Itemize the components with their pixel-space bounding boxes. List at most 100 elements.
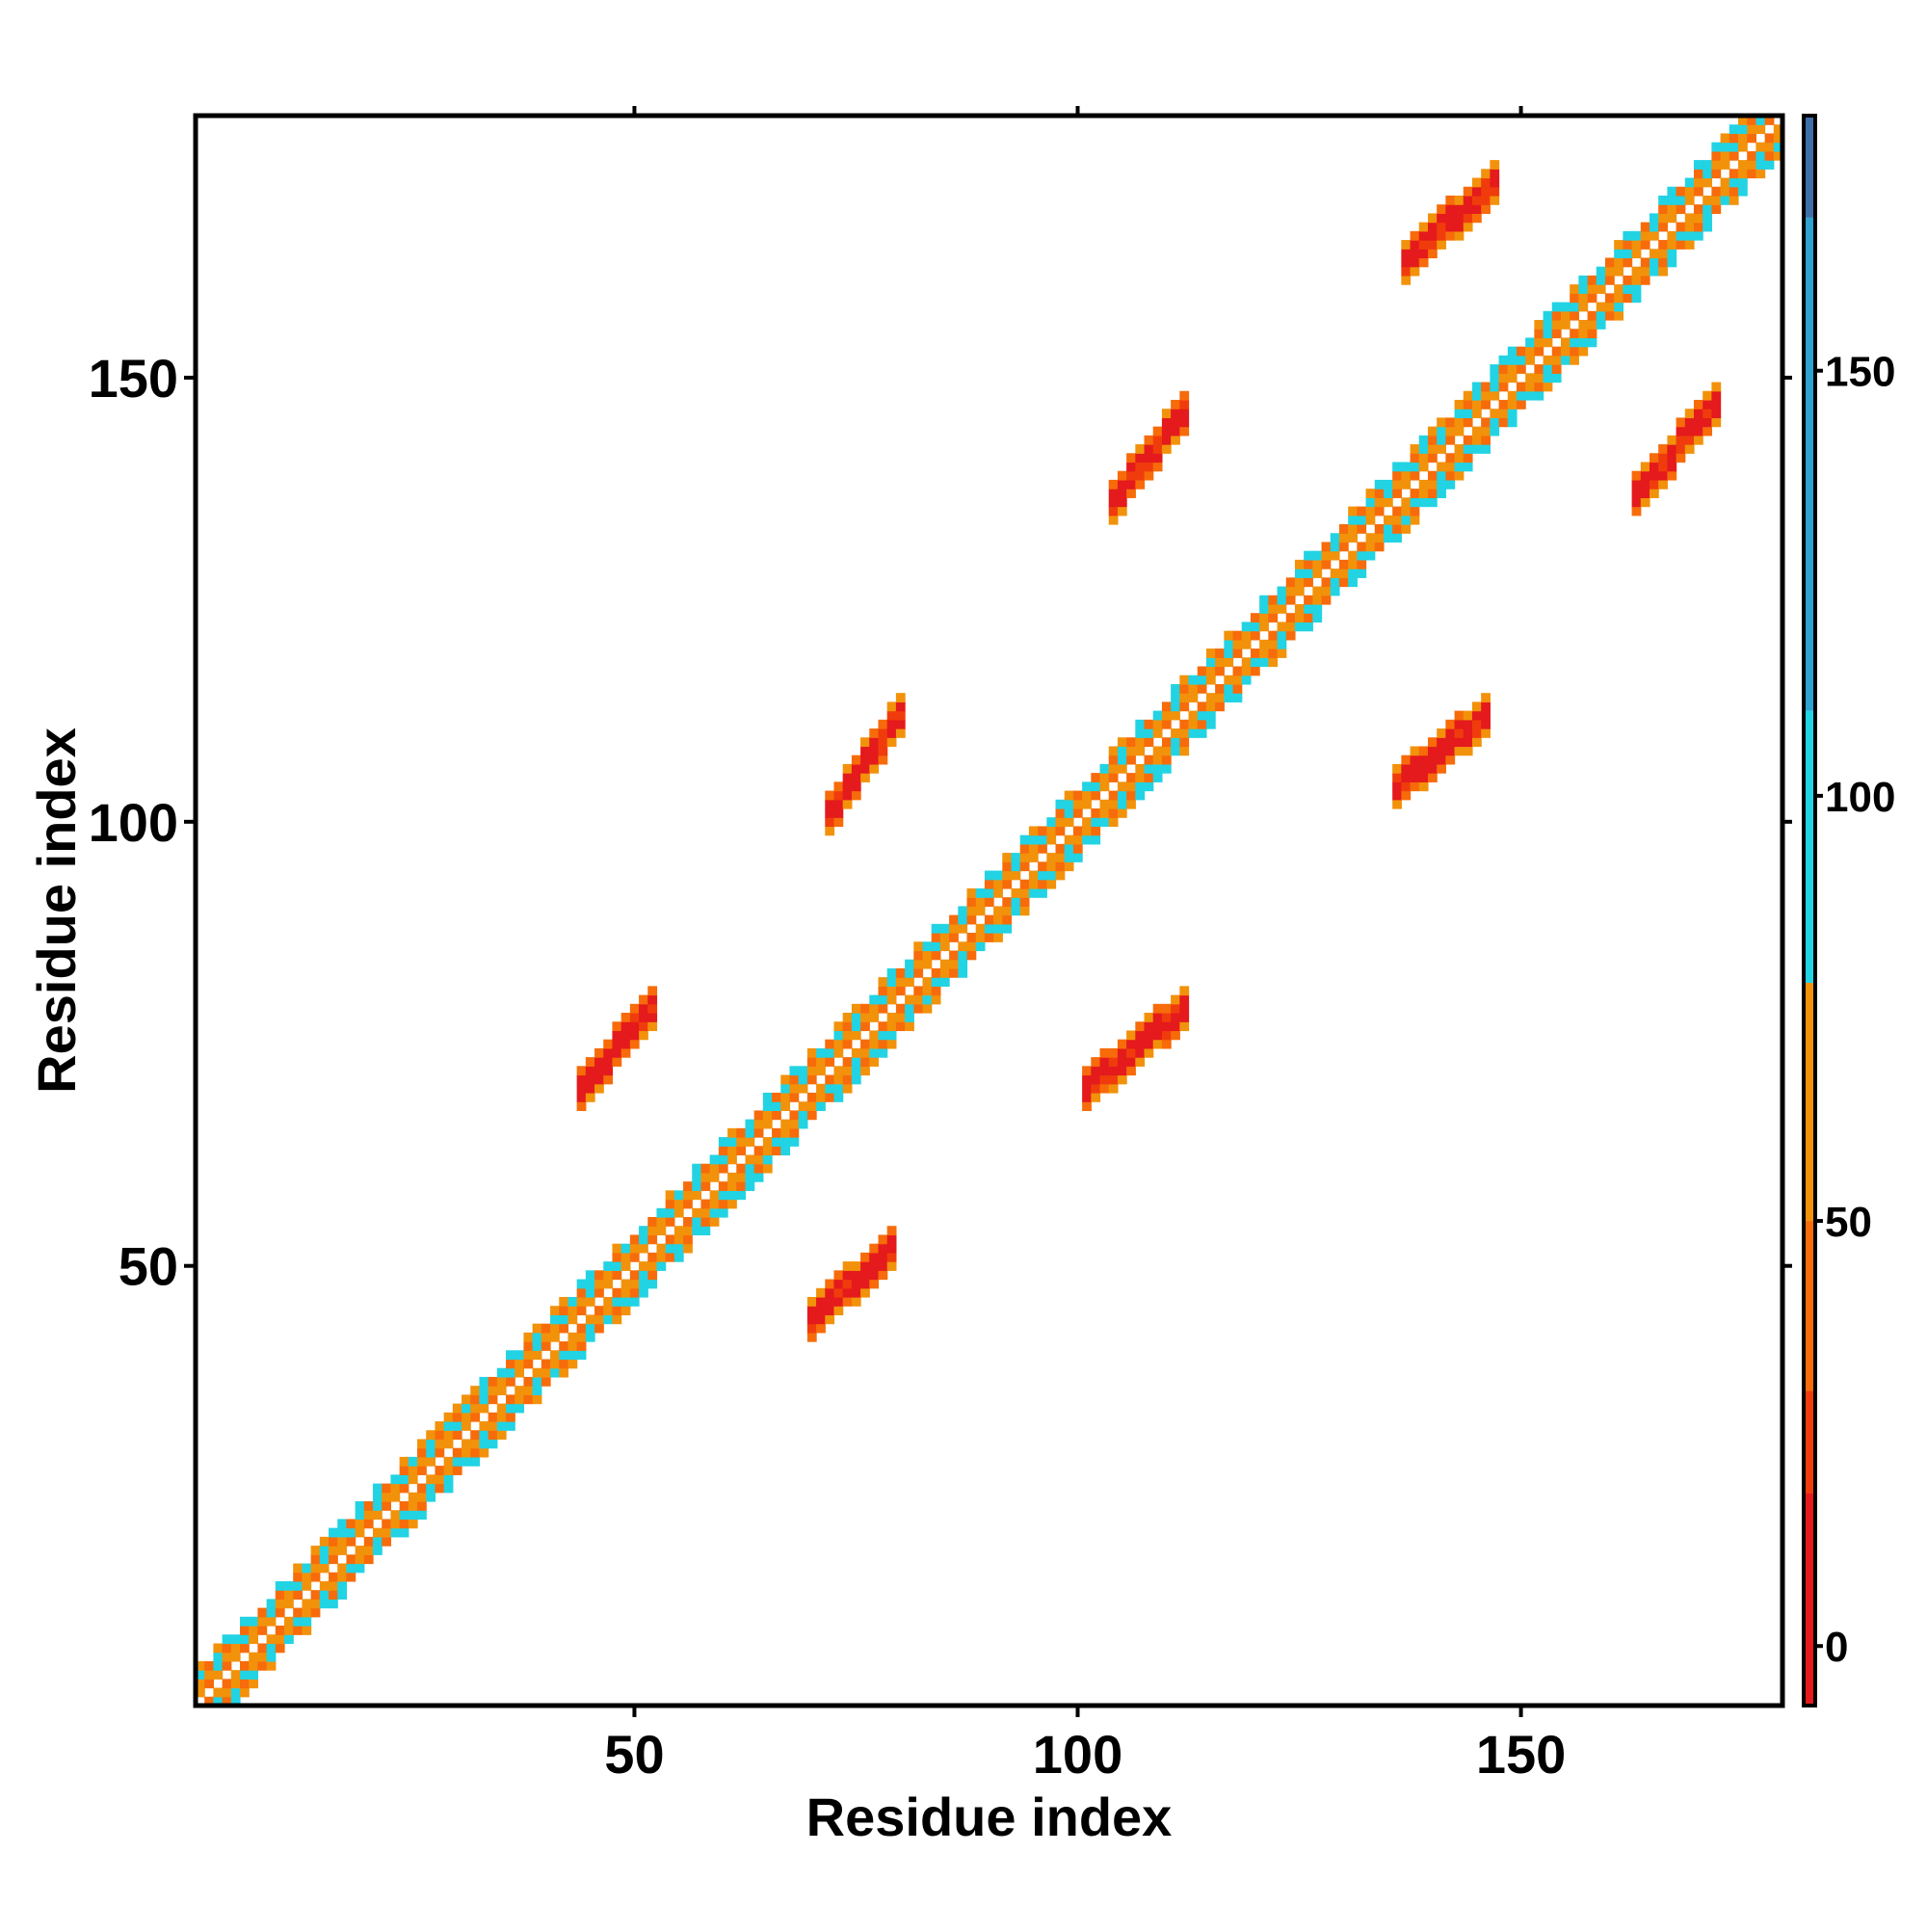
heatmap-cell: [1684, 222, 1695, 232]
heatmap-cell: [1108, 773, 1119, 782]
heatmap-cell: [1445, 435, 1456, 445]
heatmap-cell: [1729, 142, 1739, 152]
heatmap-cell: [1348, 569, 1358, 578]
heatmap-cell: [1614, 293, 1623, 304]
heatmap-cell: [1348, 533, 1358, 543]
heatmap-cell: [1126, 1039, 1136, 1049]
heatmap-cell: [1418, 781, 1429, 792]
heatmap-cell: [860, 737, 870, 748]
heatmap-cell: [905, 967, 914, 978]
heatmap-cell: [1241, 675, 1252, 685]
heatmap-cell: [1481, 399, 1491, 410]
heatmap-cell: [337, 1590, 348, 1600]
heatmap-cell: [736, 1190, 747, 1201]
heatmap-cell: [1091, 781, 1101, 792]
heatmap-cell: [1179, 737, 1190, 748]
y-axis-label: Residue index: [26, 728, 87, 1094]
heatmap-cell: [1693, 230, 1703, 241]
heatmap-cell: [1560, 310, 1571, 321]
heatmap-cell: [1082, 834, 1092, 845]
heatmap-cell: [780, 1074, 791, 1085]
heatmap-cell: [594, 1323, 604, 1334]
heatmap-cell: [851, 763, 861, 774]
heatmap-cell: [1152, 746, 1163, 756]
heatmap-cell: [1623, 257, 1633, 268]
heatmap-cell: [709, 1217, 720, 1227]
heatmap-cell: [1259, 595, 1269, 605]
heatmap-cell: [1161, 710, 1172, 721]
heatmap-cell: [1019, 879, 1030, 889]
heatmap-cell: [1099, 1047, 1110, 1058]
heatmap-cell: [1285, 630, 1296, 641]
heatmap-cell: [860, 754, 870, 765]
heatmap-cell: [886, 719, 897, 729]
heatmap-cell: [878, 1270, 888, 1281]
heatmap-cell: [1410, 257, 1420, 268]
heatmap-cell: [1091, 817, 1101, 828]
heatmap-cell: [329, 1599, 338, 1609]
heatmap-cell: [443, 1412, 454, 1422]
heatmap-cell: [1614, 240, 1623, 250]
heatmap-cell: [1126, 1047, 1136, 1058]
heatmap-cell: [1224, 648, 1234, 658]
heatmap-cell: [1108, 1057, 1119, 1067]
heatmap-cell: [310, 1563, 321, 1574]
heatmap-cell: [1703, 169, 1712, 179]
heatmap-cell: [1338, 559, 1349, 569]
heatmap-cell: [1082, 1074, 1092, 1085]
heatmap-cell: [196, 1679, 205, 1689]
heatmap-cell: [895, 1003, 906, 1014]
heatmap-cell: [629, 1013, 640, 1022]
heatmap-cell: [1277, 622, 1287, 632]
heatmap-cell: [1197, 683, 1207, 694]
heatmap-cell: [488, 1394, 498, 1405]
heatmap-cell: [1312, 595, 1323, 605]
heatmap-cell: [266, 1599, 277, 1609]
heatmap-cell: [1392, 489, 1402, 498]
heatmap-cell: [727, 1146, 737, 1156]
heatmap-cell: [1126, 489, 1136, 498]
heatmap-cell: [629, 1287, 640, 1298]
heatmap-cell: [603, 1074, 614, 1085]
heatmap-cell: [842, 799, 853, 809]
heatmap-cell: [842, 1261, 853, 1271]
heatmap-cell: [302, 1616, 312, 1627]
heatmap-cell: [408, 1519, 418, 1529]
heatmap-cell: [1108, 479, 1119, 490]
heatmap-cell: [363, 1554, 374, 1565]
heatmap-cell: [1454, 426, 1465, 437]
heatmap-cell: [673, 1234, 684, 1245]
heatmap-cell: [1693, 399, 1703, 410]
heatmap-cell: [1117, 1047, 1127, 1058]
heatmap-cell: [1338, 533, 1349, 543]
heatmap-cell: [1755, 124, 1766, 135]
heatmap-cell: [1171, 746, 1180, 756]
heatmap-cell: [1667, 257, 1677, 268]
heatmap-cell: [1684, 195, 1695, 205]
heatmap-cell: [1658, 444, 1668, 454]
heatmap-cell: [1321, 559, 1332, 569]
heatmap-cell: [293, 1616, 304, 1627]
heatmap-cell: [833, 1021, 844, 1032]
heatmap-cell: [1631, 470, 1642, 481]
heatmap-cell: [1667, 195, 1677, 205]
heatmap-cell: [629, 1279, 640, 1289]
heatmap-cell: [639, 1287, 648, 1298]
heatmap-cell: [1152, 763, 1163, 774]
heatmap-cell: [1019, 853, 1030, 862]
heatmap-cell: [1082, 1092, 1092, 1102]
heatmap-cell: [692, 1226, 702, 1236]
heatmap-cell: [842, 1057, 853, 1067]
heatmap-cell: [319, 1563, 330, 1574]
heatmap-cell: [1117, 470, 1127, 481]
heatmap-cell: [1729, 133, 1739, 144]
heatmap-cell: [1304, 577, 1313, 588]
heatmap-cell: [1471, 177, 1482, 188]
heatmap-cell: [373, 1510, 383, 1521]
heatmap-cell: [1693, 426, 1703, 437]
heatmap-cell: [1135, 1057, 1146, 1067]
heatmap-cell: [1135, 479, 1146, 490]
heatmap-cell: [833, 1074, 844, 1085]
heatmap-cell: [1471, 728, 1482, 738]
